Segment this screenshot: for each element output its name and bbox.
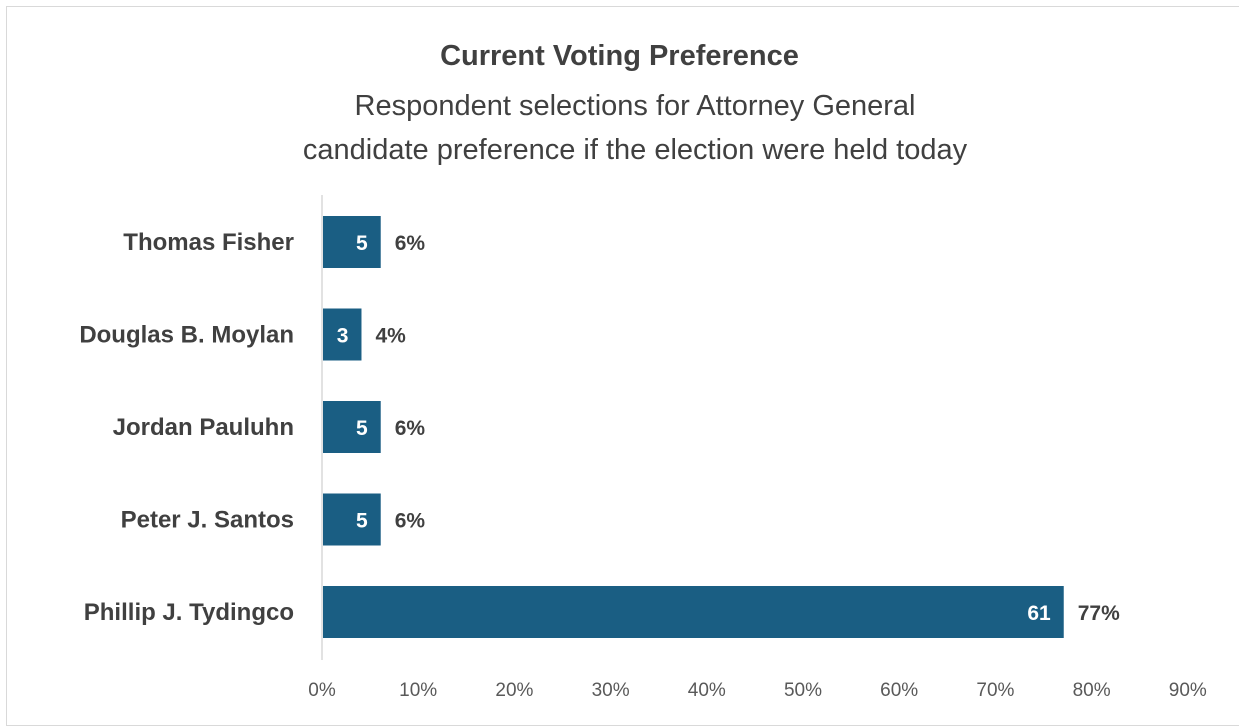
x-tick-label: 70% <box>976 680 1014 701</box>
bar-value-label: 6% <box>395 232 426 255</box>
bar-count-label: 5 <box>356 510 368 533</box>
category-label: Peter J. Santos <box>121 507 294 534</box>
x-tick-label: 50% <box>784 680 822 701</box>
bar-count-label: 5 <box>356 417 368 440</box>
bar <box>323 493 381 546</box>
x-tick-label: 60% <box>880 680 918 701</box>
category-label: Thomas Fisher <box>123 229 294 256</box>
category-label: Douglas B. Moylan <box>79 322 294 349</box>
bar <box>323 401 381 453</box>
bar-value-label: 4% <box>375 325 406 348</box>
chart-title: Current Voting Preference <box>440 40 799 72</box>
bar-count-label: 61 <box>1027 602 1051 625</box>
x-tick-label: 0% <box>308 680 336 701</box>
category-label: Jordan Pauluhn <box>113 414 294 441</box>
x-tick-label: 90% <box>1169 680 1207 701</box>
bar-count-label: 5 <box>356 232 368 255</box>
bar-value-label: 6% <box>395 510 426 533</box>
bar-value-label: 77% <box>1078 602 1120 625</box>
x-tick-label: 80% <box>1073 680 1111 701</box>
category-label: Phillip J. Tydingco <box>84 599 294 626</box>
x-tick-label: 20% <box>495 680 533 701</box>
chart-subtitle: Respondent selections for Attorney Gener… <box>302 90 968 166</box>
x-tick-label: 40% <box>688 680 726 701</box>
bar <box>323 216 381 268</box>
x-tick-label: 30% <box>592 680 630 701</box>
bar-count-label: 3 <box>337 325 349 348</box>
bar <box>323 586 1064 638</box>
x-tick-label: 10% <box>399 680 437 701</box>
bar-value-label: 6% <box>395 417 426 440</box>
bar <box>323 308 362 361</box>
